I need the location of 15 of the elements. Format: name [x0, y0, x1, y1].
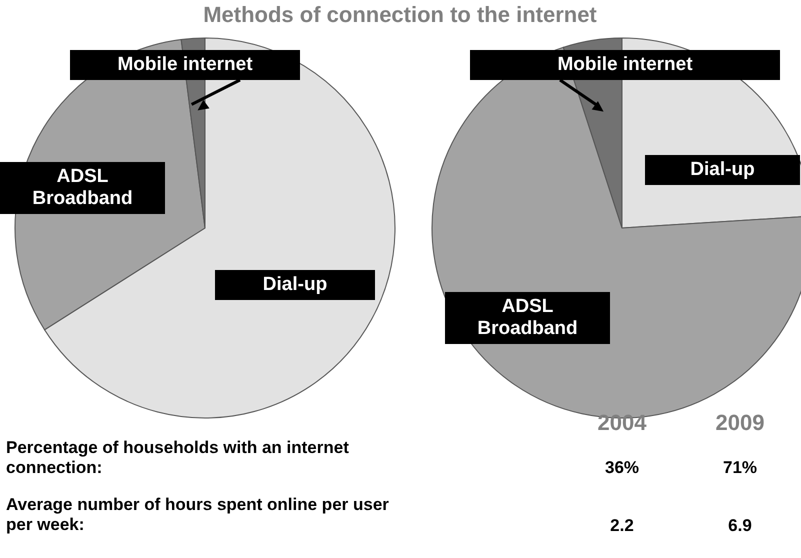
- slice-label: ADSL Broadband: [445, 292, 610, 344]
- text: 2.2: [609, 516, 635, 536]
- slice-label: Mobile internet: [70, 50, 300, 80]
- text: 71%: [722, 458, 758, 478]
- slice-label: ADSL Broadband: [0, 162, 165, 214]
- text: 2004: [596, 410, 648, 436]
- slice-label: Dial-up: [645, 155, 800, 185]
- text: Percentage of households with an internet connection:: [6, 438, 350, 478]
- slice-label: Mobile internet: [470, 50, 780, 80]
- text: 6.9: [727, 516, 753, 536]
- text: 2009: [714, 410, 766, 436]
- chart-title: Methods of connection to the internet: [203, 2, 598, 27]
- text: 36%: [604, 458, 640, 478]
- text: Average number of hours spent online per user per week:: [6, 495, 390, 535]
- slice-label: Dial-up: [215, 270, 375, 300]
